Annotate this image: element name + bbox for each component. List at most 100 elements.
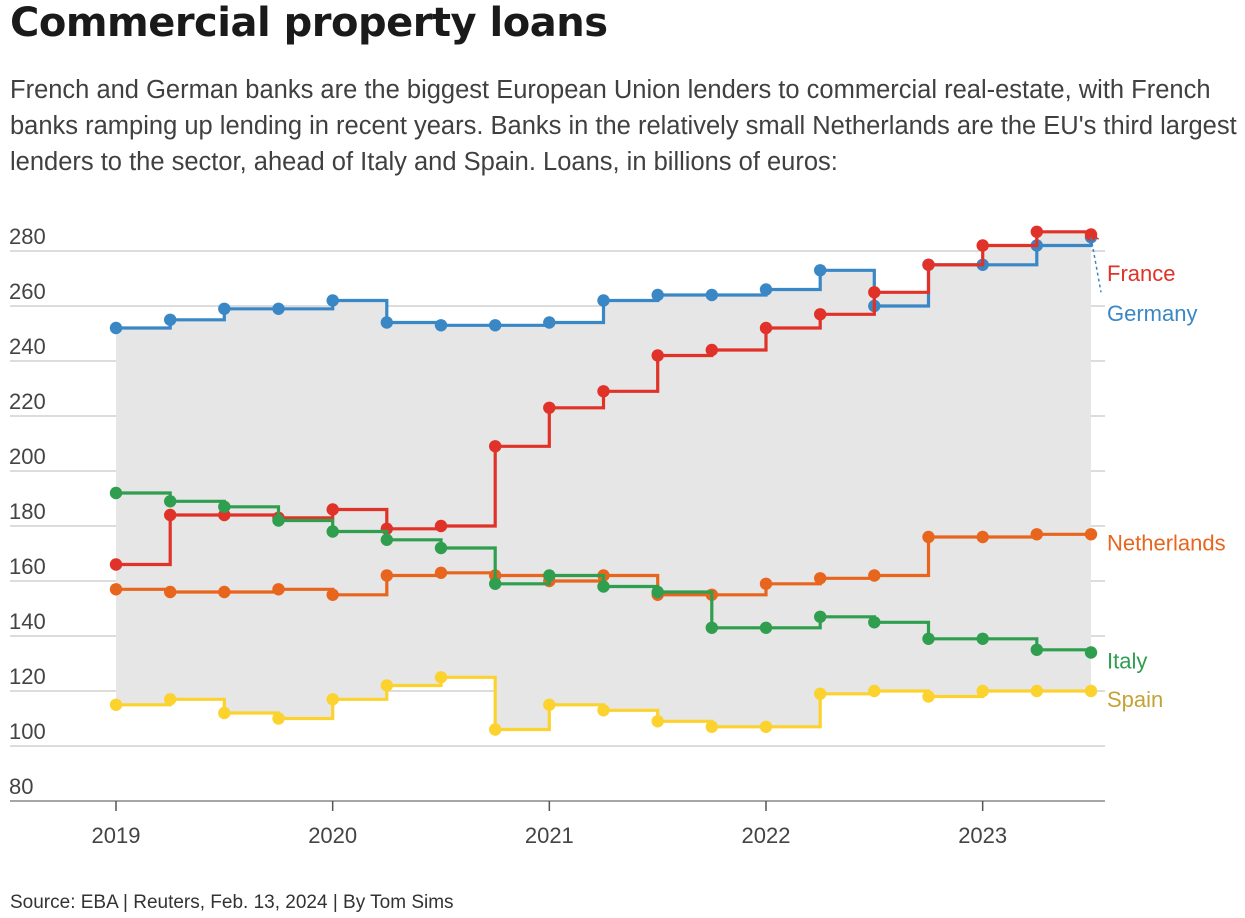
data-point (651, 715, 664, 728)
data-point (326, 525, 339, 538)
series-label-netherlands: Netherlands (1107, 530, 1226, 555)
y-axis: 280 260 240 220 200 180 160 140 120 100 80 (9, 224, 46, 799)
data-point (218, 500, 231, 513)
data-point (489, 319, 502, 332)
data-point (922, 530, 935, 544)
data-point (1030, 225, 1044, 238)
data-point (326, 588, 339, 601)
data-point (326, 693, 339, 706)
data-point (1030, 643, 1044, 656)
y-tick-label: 160 (9, 554, 46, 579)
data-point (868, 616, 881, 629)
data-point (434, 319, 448, 332)
x-tick-label: 2023 (958, 823, 1007, 848)
data-point (597, 385, 610, 398)
series-lines (109, 225, 1098, 736)
y-tick-label: 220 (9, 389, 46, 414)
shaded-envelope (116, 231, 1091, 730)
data-point (326, 294, 339, 307)
data-point (976, 684, 989, 698)
data-point (434, 566, 448, 579)
data-point (489, 723, 502, 736)
y-tick-label: 80 (9, 774, 33, 799)
data-point (1084, 646, 1098, 659)
data-point (759, 621, 773, 634)
data-point (705, 720, 718, 733)
data-point (597, 704, 610, 717)
data-point (164, 693, 177, 706)
x-tick-label: 2022 (742, 823, 791, 848)
series-france (109, 225, 1098, 571)
data-point (164, 313, 177, 326)
data-point (109, 486, 123, 500)
y-tick-label: 180 (9, 499, 46, 524)
x-tick-label: 2019 (92, 823, 141, 848)
y-tick-label: 200 (9, 444, 46, 469)
data-point (489, 577, 502, 590)
data-point (651, 349, 664, 362)
data-point (759, 321, 773, 335)
data-point (597, 294, 610, 307)
y-tick-label: 100 (9, 719, 46, 744)
x-tick-label: 2021 (525, 823, 574, 848)
x-axis: 2019 2020 2021 2022 2023 (92, 801, 1007, 848)
data-point (109, 558, 123, 571)
y-tick-label: 140 (9, 609, 46, 634)
series-label-germany: Germany (1107, 301, 1197, 326)
data-point (1030, 684, 1044, 698)
series-label-france: France (1107, 261, 1175, 286)
data-point (489, 440, 502, 453)
data-point (759, 720, 773, 733)
data-point (109, 321, 123, 335)
y-tick-label: 240 (9, 334, 46, 359)
data-point (380, 569, 393, 582)
data-point (218, 302, 231, 315)
germany-label-connector (1090, 237, 1102, 293)
data-point (651, 288, 664, 302)
data-point (164, 495, 177, 508)
y-tick-label: 120 (9, 664, 46, 689)
series-spain (109, 671, 1098, 736)
chart-subtitle: French and German banks are the biggest … (10, 76, 1237, 176)
shaded-range (116, 231, 1091, 730)
y-tick-label: 280 (9, 224, 46, 249)
data-point (922, 690, 935, 703)
data-point (218, 706, 231, 720)
data-point (814, 687, 827, 700)
data-point (164, 585, 177, 599)
source-note: Source: EBA | Reuters, Feb. 13, 2024 | B… (10, 892, 454, 913)
data-point (705, 621, 718, 634)
data-point (434, 519, 448, 533)
data-point (543, 698, 556, 711)
france-label-connector (1090, 233, 1102, 242)
data-point (272, 514, 285, 527)
series-labels: France Germany Netherlands Italy Spain (1090, 233, 1226, 712)
data-point (1030, 528, 1044, 541)
data-point (976, 239, 989, 252)
series-label-spain: Spain (1107, 687, 1163, 712)
data-point (814, 572, 827, 585)
data-point (164, 508, 177, 522)
series-label-italy: Italy (1107, 649, 1147, 674)
data-point (814, 610, 827, 623)
data-point (759, 577, 773, 590)
data-point (218, 585, 231, 599)
data-point (543, 401, 556, 414)
y-tick-label: 260 (9, 279, 46, 304)
data-point (272, 583, 285, 596)
chart-title: Commercial property loans (10, 0, 608, 46)
data-point (434, 541, 448, 555)
data-point (868, 569, 881, 582)
data-point (922, 258, 935, 271)
data-point (1084, 528, 1098, 541)
data-point (380, 316, 393, 329)
data-point (651, 585, 664, 599)
data-point (705, 288, 718, 302)
x-tick-label: 2020 (308, 823, 357, 848)
data-point (272, 712, 285, 725)
data-point (868, 684, 881, 698)
data-point (543, 569, 556, 582)
data-point (976, 530, 989, 544)
data-point (109, 698, 123, 711)
data-point (109, 583, 123, 596)
